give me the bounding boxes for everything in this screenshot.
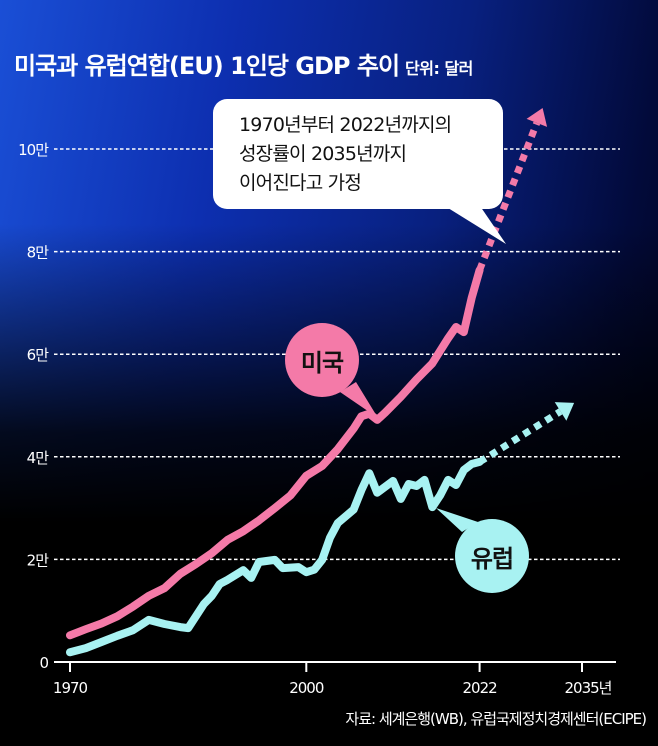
y-axis-ticks: 0 2만 4만 6만 8만 10만 <box>18 141 50 672</box>
us-label-text: 미국 <box>300 348 344 377</box>
eu-label-tail <box>436 508 478 532</box>
y-tick-label: 8만 <box>27 244 50 262</box>
y-tick-label: 10만 <box>18 141 49 159</box>
y-tick-label: 2만 <box>27 551 50 569</box>
x-axis: 1970 2000 2022 2035년 <box>53 661 616 697</box>
us-label-tail <box>340 382 378 418</box>
annotation-line-2: 성장률이 2035년까지 <box>239 143 407 165</box>
y-tick-label: 6만 <box>27 346 50 364</box>
y-tick-label: 4만 <box>27 449 50 467</box>
eu-series-label: 유럽 <box>455 519 529 593</box>
annotation-tail <box>440 203 506 244</box>
annotation-line-1: 1970년부터 2022년까지의 <box>239 114 452 136</box>
x-tick-label: 2022 <box>463 679 498 697</box>
annotation-line-3: 이어진다고 가정 <box>239 172 362 194</box>
eu-label-text: 유럽 <box>470 544 514 573</box>
eu-projection-arrowhead <box>554 402 575 421</box>
series-group <box>66 107 575 657</box>
callout-tails <box>285 203 529 593</box>
eu-label-bubble <box>455 519 529 593</box>
y-tick-label: 0 <box>39 654 48 672</box>
us-projection-arrowhead <box>526 107 548 127</box>
us-label-bubble <box>285 323 359 397</box>
chart-title: 미국과 유럽연합(EU) 1인당 GDP 추이 단위: 달러 <box>14 46 473 81</box>
us-series-line <box>66 266 484 640</box>
x-tick-label: 2035년 <box>565 679 612 697</box>
eu-series-line <box>66 457 484 657</box>
eu-projection-line <box>477 408 563 465</box>
title-text: 미국과 유럽연합(EU) 1인당 GDP 추이 <box>14 52 400 80</box>
unit-label: 단위: 달러 <box>405 59 473 78</box>
x-tick-label: 1970 <box>53 679 88 697</box>
us-projection-line <box>476 121 541 272</box>
assumption-annotation-box: 1970년부터 2022년까지의 성장률이 2035년까지 이어진다고 가정 <box>213 99 503 209</box>
x-tick-label: 2000 <box>289 679 324 697</box>
source-note: 자료: 세계은행(WB), 유럽국제정치경제센터(ECIPE) <box>345 710 647 728</box>
us-series-label: 미국 <box>285 323 359 397</box>
